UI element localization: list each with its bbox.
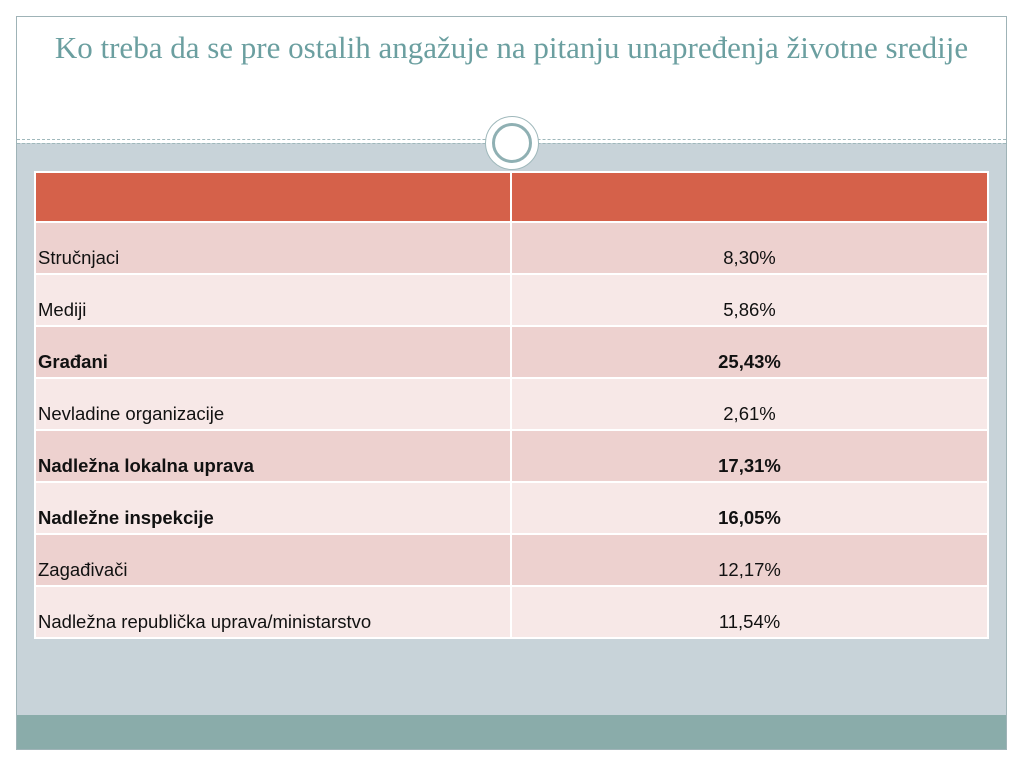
slide: Ko treba da se pre ostalih angažuje na p… (16, 16, 1007, 750)
table-row: Stručnjaci 8,30% (34, 221, 989, 275)
slide-title: Ko treba da se pre ostalih angažuje na p… (54, 30, 969, 65)
row-label: Stručnjaci (34, 221, 512, 275)
table-header-row (34, 171, 989, 223)
table-row: Nevladine organizacije 2,61% (34, 377, 989, 431)
header-cell-label (34, 171, 512, 223)
row-label: Nadležne inspekcije (34, 481, 512, 535)
table-row: Mediji 5,86% (34, 273, 989, 327)
row-label: Nevladine organizacije (34, 377, 512, 431)
row-value: 2,61% (510, 377, 989, 431)
table-row: Građani 25,43% (34, 325, 989, 379)
data-table: Stručnjaci 8,30% Mediji 5,86% Građani 25,43% N… (34, 171, 989, 639)
row-label: Zagađivači (34, 533, 512, 587)
circle-ornament-inner (492, 123, 532, 163)
circle-ornament-icon (485, 116, 539, 170)
row-value: 16,05% (510, 481, 989, 535)
table-row: Nadležne inspekcije 16,05% (34, 481, 989, 535)
table-row: Zagađivači 12,17% (34, 533, 989, 587)
row-label: Građani (34, 325, 512, 379)
table-row: Nadležna lokalna uprava 17,31% (34, 429, 989, 483)
table-body: Stručnjaci 8,30% Mediji 5,86% Građani 25,43% N… (34, 221, 989, 639)
row-value: 5,86% (510, 273, 989, 327)
row-value: 8,30% (510, 221, 989, 275)
row-label: Mediji (34, 273, 512, 327)
row-value: 17,31% (510, 429, 989, 483)
row-value: 12,17% (510, 533, 989, 587)
row-value: 11,54% (510, 585, 989, 639)
header-cell-value (510, 171, 989, 223)
row-label: Nadležna republička uprava/ministarstvo (34, 585, 512, 639)
row-value: 25,43% (510, 325, 989, 379)
row-label: Nadležna lokalna uprava (34, 429, 512, 483)
footer-bar (17, 715, 1006, 749)
table-row: Nadležna republička uprava/ministarstvo 1… (34, 585, 989, 639)
